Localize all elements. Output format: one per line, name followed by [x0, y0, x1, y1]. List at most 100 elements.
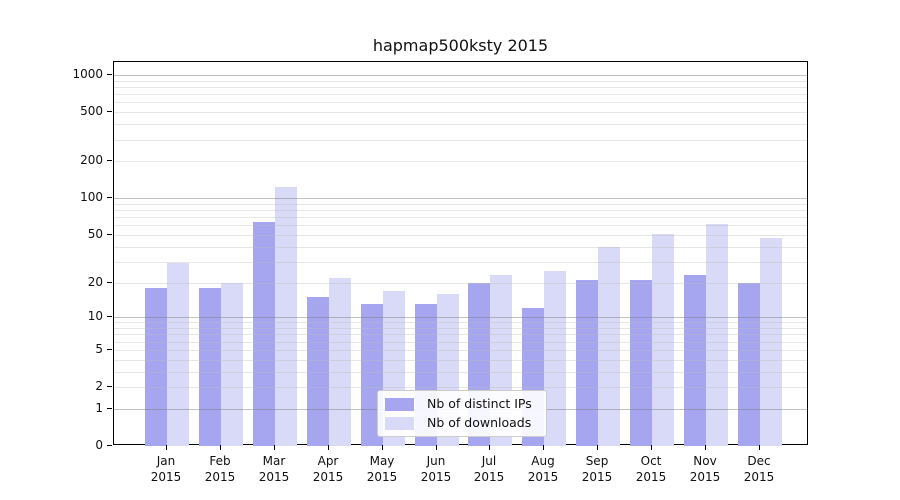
legend-entry-downloads: Nb of downloads — [385, 416, 538, 430]
bar-feb-downloads — [221, 283, 243, 446]
minor-gridline-300 — [114, 140, 807, 141]
minor-gridline-9 — [114, 322, 807, 323]
bar-jan-downloads — [167, 263, 189, 446]
bar-oct-distinct-ips — [630, 280, 652, 446]
legend: Nb of distinct IPs Nb of downloads — [377, 390, 547, 437]
y-tick-label-20: 20 — [87, 275, 103, 289]
y-tick-label-100: 100 — [80, 190, 103, 204]
minor-gridline-6 — [114, 342, 807, 343]
bar-dec-downloads — [760, 238, 782, 446]
x-tick-label-dec: Dec 2015 — [743, 454, 775, 484]
minor-gridline-600 — [114, 102, 807, 103]
major-gridline-10 — [114, 317, 807, 318]
bar-apr-downloads — [329, 278, 351, 446]
y-tick-1000 — [107, 74, 112, 75]
x-tick-mar — [274, 445, 275, 450]
bar-apr-distinct-ips — [307, 297, 329, 446]
bar-sep-downloads — [598, 247, 620, 446]
x-tick-jul — [489, 445, 490, 450]
x-tick-oct — [651, 445, 652, 450]
x-tick-label-jun: Jun 2015 — [420, 454, 452, 484]
plot-area — [113, 61, 808, 446]
y-tick-label-1: 1 — [95, 401, 103, 415]
bar-jan-distinct-ips — [145, 288, 167, 446]
minor-gridline-4 — [114, 360, 807, 361]
minor-gridline-30 — [114, 262, 807, 263]
y-tick-500 — [107, 111, 112, 112]
bar-oct-downloads — [652, 234, 674, 446]
chart-title: hapmap500ksty 2015 — [372, 36, 549, 55]
minor-gridline-70 — [114, 217, 807, 218]
minor-gridline-800 — [114, 87, 807, 88]
bar-mar-distinct-ips — [253, 222, 275, 446]
x-tick-feb — [220, 445, 221, 450]
x-tick-label-oct: Oct 2015 — [635, 454, 667, 484]
minor-gridline-80 — [114, 210, 807, 211]
bar-sep-distinct-ips — [576, 280, 598, 446]
x-tick-aug — [543, 445, 544, 450]
x-tick-label-nov: Nov 2015 — [689, 454, 721, 484]
minor-gridline-5 — [114, 350, 807, 351]
y-tick-1 — [107, 408, 112, 409]
legend-label-downloads: Nb of downloads — [427, 415, 532, 430]
minor-gridline-8 — [114, 328, 807, 329]
x-tick-jan — [166, 445, 167, 450]
legend-swatch-downloads — [385, 416, 414, 430]
x-tick-dec — [759, 445, 760, 450]
x-tick-may — [382, 445, 383, 450]
x-tick-jun — [436, 445, 437, 450]
x-tick-label-jul: Jul 2015 — [473, 454, 505, 484]
bar-dec-distinct-ips — [738, 283, 760, 446]
x-tick-label-mar: Mar 2015 — [258, 454, 290, 484]
bar-feb-distinct-ips — [199, 288, 221, 446]
y-tick-label-5: 5 — [95, 342, 103, 356]
y-tick-2 — [107, 386, 112, 387]
x-tick-apr — [328, 445, 329, 450]
bar-aug-downloads — [544, 271, 566, 446]
major-gridline-1000 — [114, 75, 807, 76]
y-tick-label-50: 50 — [87, 227, 103, 241]
bar-nov-distinct-ips — [684, 275, 706, 446]
y-tick-label-200: 200 — [80, 153, 103, 167]
y-tick-0 — [107, 445, 112, 446]
y-tick-100 — [107, 197, 112, 198]
y-tick-20 — [107, 282, 112, 283]
y-tick-label-10: 10 — [87, 309, 103, 323]
legend-entry-distinct-ips: Nb of distinct IPs — [385, 397, 538, 411]
x-tick-label-sep: Sep 2015 — [581, 454, 613, 484]
x-tick-label-apr: Apr 2015 — [312, 454, 344, 484]
bar-mar-downloads — [275, 187, 297, 446]
legend-label-distinct-ips: Nb of distinct IPs — [427, 396, 532, 411]
y-tick-label-2: 2 — [95, 379, 103, 393]
minor-gridline-7 — [114, 334, 807, 335]
minor-gridline-50 — [114, 235, 807, 236]
y-tick-label-1000: 1000 — [72, 67, 103, 81]
x-tick-nov — [705, 445, 706, 450]
minor-gridline-700 — [114, 94, 807, 95]
x-tick-label-may: May 2015 — [366, 454, 398, 484]
bar-nov-downloads — [706, 224, 728, 446]
y-tick-label-500: 500 — [80, 104, 103, 118]
minor-gridline-200 — [114, 161, 807, 162]
gridlines-layer — [114, 62, 807, 444]
minor-gridline-40 — [114, 247, 807, 248]
minor-gridline-500 — [114, 112, 807, 113]
legend-swatch-distinct-ips — [385, 397, 414, 411]
y-tick-10 — [107, 316, 112, 317]
minor-gridline-900 — [114, 81, 807, 82]
x-tick-label-feb: Feb 2015 — [204, 454, 236, 484]
x-tick-label-jan: Jan 2015 — [150, 454, 182, 484]
y-tick-50 — [107, 234, 112, 235]
y-tick-label-0: 0 — [95, 438, 103, 452]
minor-gridline-3 — [114, 372, 807, 373]
x-tick-label-aug: Aug 2015 — [527, 454, 559, 484]
y-tick-200 — [107, 160, 112, 161]
minor-gridline-20 — [114, 283, 807, 284]
major-gridline-100 — [114, 198, 807, 199]
y-tick-5 — [107, 349, 112, 350]
minor-gridline-60 — [114, 225, 807, 226]
minor-gridline-400 — [114, 124, 807, 125]
x-tick-sep — [597, 445, 598, 450]
minor-gridline-2 — [114, 387, 807, 388]
